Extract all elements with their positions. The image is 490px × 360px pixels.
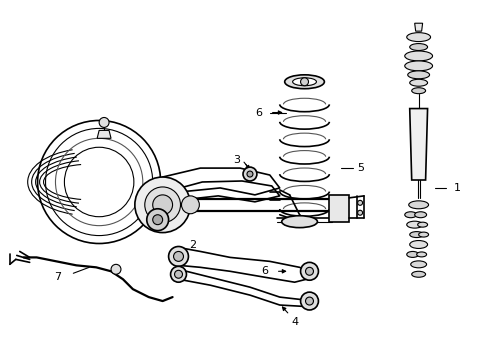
Ellipse shape: [411, 261, 427, 268]
Ellipse shape: [417, 222, 428, 227]
Ellipse shape: [410, 240, 428, 248]
Ellipse shape: [407, 251, 418, 257]
Circle shape: [173, 251, 183, 261]
Circle shape: [247, 171, 253, 177]
Ellipse shape: [415, 212, 427, 218]
Ellipse shape: [409, 201, 429, 209]
Ellipse shape: [410, 231, 424, 238]
Circle shape: [300, 262, 318, 280]
Ellipse shape: [408, 71, 430, 79]
Circle shape: [358, 210, 363, 215]
Ellipse shape: [405, 51, 433, 61]
Ellipse shape: [410, 44, 428, 50]
Text: 6: 6: [255, 108, 262, 117]
Text: 5: 5: [357, 163, 364, 173]
Text: 7: 7: [54, 272, 61, 282]
Ellipse shape: [282, 216, 318, 228]
Circle shape: [300, 78, 309, 86]
Ellipse shape: [407, 33, 431, 41]
Circle shape: [147, 209, 169, 231]
Ellipse shape: [418, 232, 429, 237]
Text: 2: 2: [189, 239, 196, 249]
Ellipse shape: [285, 75, 324, 89]
Ellipse shape: [407, 221, 422, 228]
Text: 1: 1: [453, 183, 461, 193]
Circle shape: [306, 297, 314, 305]
Text: 3: 3: [233, 155, 240, 165]
Circle shape: [169, 247, 189, 266]
Ellipse shape: [293, 78, 317, 86]
Circle shape: [99, 117, 109, 127]
Polygon shape: [415, 23, 422, 31]
Ellipse shape: [412, 88, 426, 94]
Circle shape: [135, 177, 191, 233]
Ellipse shape: [412, 271, 426, 277]
Ellipse shape: [416, 252, 427, 257]
Ellipse shape: [405, 61, 433, 71]
Circle shape: [300, 292, 318, 310]
Circle shape: [145, 187, 180, 223]
Polygon shape: [329, 195, 349, 222]
Text: 4: 4: [291, 317, 298, 327]
Circle shape: [243, 167, 257, 181]
Circle shape: [181, 196, 199, 214]
Polygon shape: [410, 109, 428, 180]
Text: 6: 6: [261, 266, 268, 276]
Circle shape: [358, 201, 363, 205]
Circle shape: [111, 264, 121, 274]
Ellipse shape: [410, 79, 428, 86]
Circle shape: [171, 266, 187, 282]
Circle shape: [153, 215, 163, 225]
Circle shape: [306, 267, 314, 275]
Circle shape: [174, 270, 182, 278]
Polygon shape: [97, 130, 111, 138]
Ellipse shape: [405, 212, 416, 218]
Circle shape: [153, 195, 172, 215]
